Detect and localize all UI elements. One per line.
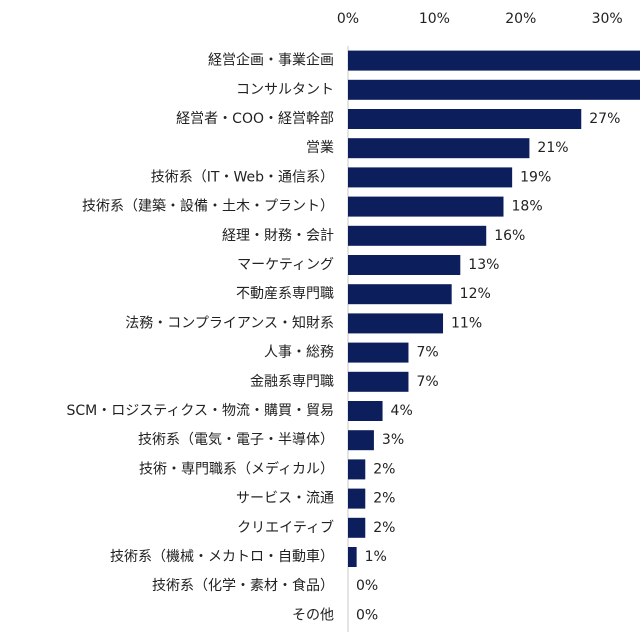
bar <box>348 196 504 217</box>
value-label: 2% <box>373 520 395 536</box>
y-tick-label: 経営者・COO・経営幹部 <box>176 110 334 127</box>
bar <box>348 401 383 421</box>
bar <box>348 371 409 392</box>
value-label: 2% <box>373 491 395 507</box>
value-label: 0% <box>356 607 378 623</box>
x-tick-label: 0% <box>337 11 359 27</box>
bar <box>348 547 357 567</box>
bar <box>348 167 513 188</box>
y-tick-label: 技術系（IT・Web・通信系） <box>151 169 334 185</box>
bar <box>348 488 366 509</box>
value-label: 7% <box>416 374 438 390</box>
y-tick-label: 経営企画・事業企画 <box>208 52 334 69</box>
value-label: 19% <box>520 169 551 185</box>
value-label: 4% <box>391 403 413 419</box>
bar <box>348 79 640 100</box>
value-label: 7% <box>416 345 438 361</box>
y-tick-label: 技術系（建築・設備・土木・プラント） <box>82 199 334 215</box>
y-tick-label: 営業 <box>306 140 334 156</box>
y-tick-label: 人事・総務 <box>264 345 334 361</box>
y-tick-label: その他 <box>292 607 334 623</box>
y-tick-label: 技術系（電気・電子・半導体） <box>138 432 334 448</box>
value-label: 21% <box>537 140 568 156</box>
x-tick-label: 30% <box>592 11 623 27</box>
bar <box>348 109 582 129</box>
value-label: 1% <box>365 549 387 565</box>
y-tick-label: 経理・財務・会計 <box>222 228 334 244</box>
bar <box>348 459 366 480</box>
value-label: 13% <box>468 257 499 273</box>
bar <box>348 313 444 334</box>
bar <box>348 225 487 246</box>
bar <box>348 284 452 305</box>
y-tick-label: クリエイティブ <box>237 519 334 536</box>
bar <box>348 342 409 363</box>
x-tick-label: 20% <box>505 11 536 27</box>
x-tick-label: 10% <box>419 11 450 27</box>
y-tick-label: サービス・流通 <box>236 491 334 507</box>
bar <box>348 138 530 159</box>
y-tick-label: 技術系（機械・メカトロ・自動車） <box>110 548 334 565</box>
bar <box>348 50 640 71</box>
y-tick-label: 不動産系専門職 <box>236 286 334 302</box>
value-label: 27% <box>589 111 620 127</box>
value-label: 0% <box>356 578 378 594</box>
y-tick-label: コンサルタント <box>236 82 334 98</box>
value-label: 16% <box>494 228 525 244</box>
bar <box>348 255 461 275</box>
y-tick-label: 技術・専門職系（メディカル） <box>139 460 334 477</box>
value-label: 12% <box>460 286 491 302</box>
y-tick-label: 金融系専門職 <box>250 374 334 390</box>
y-tick-label: マーケティング <box>237 257 334 273</box>
bar <box>348 430 374 451</box>
y-tick-label: SCM・ロジスティクス・物流・購買・貿易 <box>67 403 334 419</box>
y-tick-label: 技術系（化学・素材・食品） <box>152 577 334 594</box>
y-tick-label: 法務・コンプライアンス・知財系 <box>125 314 334 331</box>
value-label: 2% <box>373 461 395 477</box>
value-label: 11% <box>451 315 482 331</box>
value-label: 18% <box>512 199 543 215</box>
value-label: 3% <box>382 432 404 448</box>
bar <box>348 517 366 538</box>
